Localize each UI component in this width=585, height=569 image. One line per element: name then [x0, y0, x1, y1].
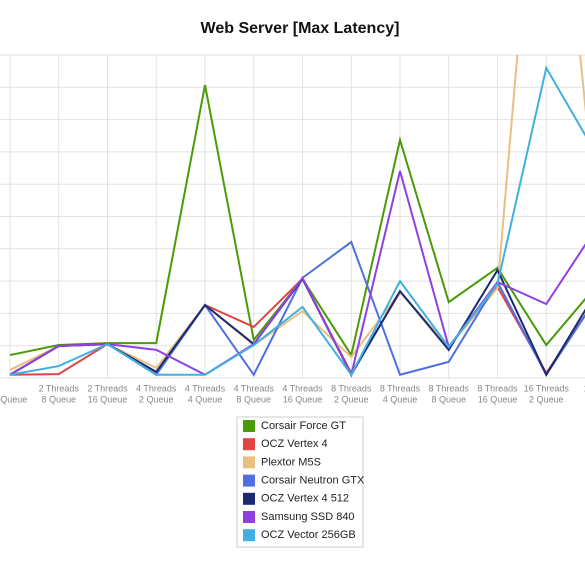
x-tick-label: 4 Queue [383, 394, 418, 404]
x-tick-label: 2 Queue [0, 394, 27, 404]
series-line [9, 65, 585, 377]
legend-label: Plextor M5S [261, 456, 321, 468]
legend-swatch [243, 420, 255, 432]
legend-label: Samsung SSD 840 [261, 511, 355, 523]
x-tick-label: 8 Threads [331, 383, 372, 393]
x-tick-label: 8 Threads [380, 383, 421, 393]
x-tick-label: 8 Queue [431, 394, 466, 404]
legend-label: Corsair Neutron GTX [261, 475, 365, 487]
x-tick-label: 2 Queue [334, 394, 369, 404]
legend-swatch [243, 438, 255, 451]
x-tick-label: 2 Threads [87, 383, 128, 393]
legend-swatch [243, 511, 255, 523]
x-tick-label: 16 Th [584, 383, 585, 393]
x-tick-label: 2 Threads [39, 383, 80, 393]
legend-label: OCZ Vertex 4 512 [261, 493, 349, 505]
x-tick-label: 4 Threads [234, 383, 275, 393]
x-tick-label: 16 Queue [283, 394, 323, 404]
x-tick-label: 8 Threads [429, 383, 470, 393]
legend-label: OCZ Vertex 4 [261, 438, 328, 450]
x-tick-label: 8 Queue [41, 394, 76, 404]
x-tick-label: 2 Queue [139, 394, 174, 404]
legend-label: OCZ Vector 256GB [261, 529, 356, 541]
x-tick-label: 16 Threads [524, 383, 570, 393]
x-tick-label: 4 Threads [136, 383, 177, 393]
x-tick-label: 8 Queue [236, 394, 271, 404]
legend-swatch [243, 456, 255, 469]
x-tick-label: 16 Queue [478, 394, 518, 404]
series-line [9, 277, 585, 376]
legend-box [236, 416, 364, 548]
x-tick-label: 4 Queue [188, 394, 223, 404]
chart-title: Web Server [Max Latency] [201, 20, 400, 37]
legend-swatch [243, 529, 255, 542]
x-tick-label: 4 Threads [185, 383, 226, 393]
legend-swatch [243, 474, 255, 487]
legend-label: Corsair Force GT [261, 420, 346, 432]
legend-swatch [243, 492, 255, 505]
x-tick-label: 16 Queue [88, 394, 128, 404]
x-tick-label: 8 Threads [477, 383, 518, 393]
x-tick-label: 4 Threads [282, 383, 323, 393]
x-tick-label: 2 Queue [529, 394, 564, 404]
